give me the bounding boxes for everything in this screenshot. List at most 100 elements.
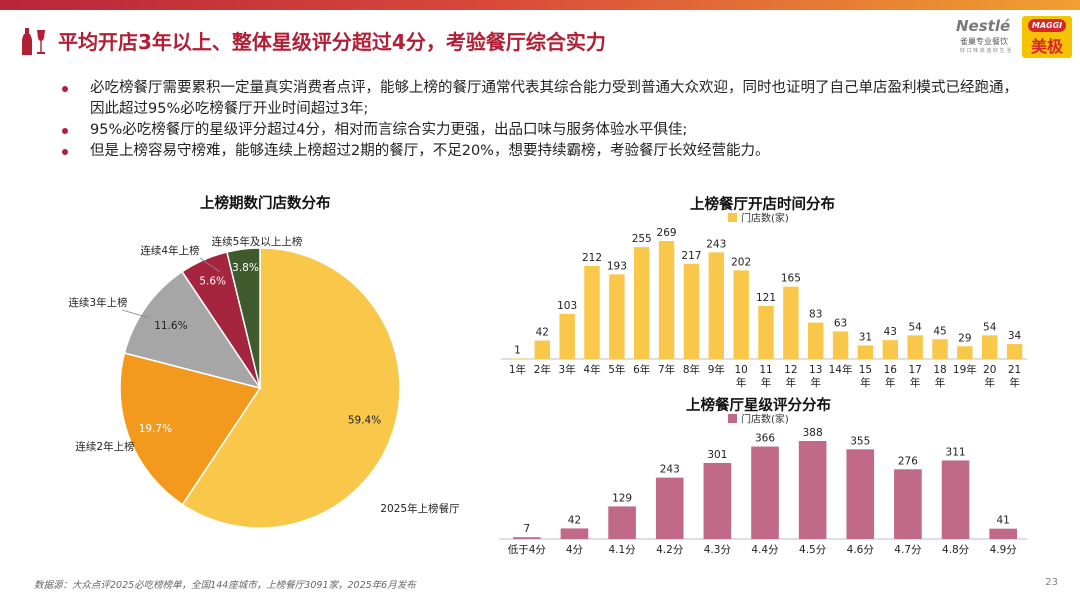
bar bbox=[907, 335, 923, 359]
x-tick-label: 低于4分 bbox=[508, 543, 547, 556]
legend-swatch bbox=[728, 213, 737, 222]
x-tick-label: 4.2分 bbox=[656, 544, 684, 556]
bar bbox=[584, 266, 600, 359]
x-tick-label: 年 bbox=[786, 376, 797, 389]
legend-swatch bbox=[728, 414, 737, 423]
bullet-dot-icon bbox=[62, 149, 68, 155]
x-tick-label: 4.6分 bbox=[847, 544, 875, 556]
x-tick-label: 7年 bbox=[658, 363, 675, 376]
pie-percent-label: 59.4% bbox=[348, 415, 381, 427]
bar-value-label: 193 bbox=[607, 260, 627, 272]
logo-group: Nestlé 雀巢专业餐饮 好 口 味 启 迪 好 生 活 MAGGI 美极 bbox=[956, 16, 1072, 58]
nestle-wordmark: Nestlé bbox=[956, 17, 1011, 35]
bar-value-label: 54 bbox=[908, 321, 922, 333]
legend-label: 门店数(家) bbox=[741, 413, 789, 426]
x-tick-label: 年 bbox=[910, 376, 921, 389]
bullet-text: 但是上榜容易守榜难，能够连续上榜超过2期的餐厅，不足20%，想要持续霸榜，考验餐… bbox=[90, 143, 770, 159]
bar-value-label: 276 bbox=[898, 455, 918, 467]
bar-value-label: 42 bbox=[568, 514, 581, 526]
bullet-item: 必吃榜餐厅需要累积一定量真实消费者点评，能够上榜的餐厅通常代表其综合能力受到普通… bbox=[62, 78, 1022, 120]
x-tick-label: 10 bbox=[734, 364, 747, 376]
opening-years-chart: 门店数(家)11年422年1033年2124年1935年2556年2697年21… bbox=[501, 212, 1027, 389]
x-tick-label: 4.7分 bbox=[894, 544, 922, 556]
bar-value-label: 165 bbox=[781, 273, 801, 285]
rating-chart: 门店数(家) 7 低于4分 42 4分 129 4.1分 243 4.2分 301 4.3分 366 4… bbox=[499, 413, 1027, 556]
x-tick-label: 14年 bbox=[829, 363, 853, 376]
page-number: 23 bbox=[1045, 577, 1058, 588]
bar-value-label: 366 bbox=[755, 433, 775, 445]
bar-value-label: 355 bbox=[850, 435, 870, 447]
bar-value-label: 243 bbox=[706, 238, 726, 250]
x-tick-label: 16 bbox=[884, 364, 898, 376]
maggi-wordmark: MAGGI bbox=[1028, 19, 1066, 32]
source-footnote: 数据源：大众点评2025必吃榜榜单，全国144座城市，上榜餐厅3091家，202… bbox=[34, 580, 416, 591]
x-tick-label: 4年 bbox=[583, 363, 600, 376]
x-tick-label: 6年 bbox=[633, 363, 650, 376]
x-tick-label: 5年 bbox=[608, 363, 625, 376]
bar bbox=[608, 506, 636, 539]
bar-value-label: 243 bbox=[660, 464, 680, 476]
bar-value-label: 7 bbox=[523, 523, 530, 535]
pie-chart-title: 上榜期数门店数分布 bbox=[200, 196, 331, 212]
bar bbox=[655, 477, 684, 539]
bullet-dot-icon bbox=[62, 128, 68, 134]
bar-value-label: 269 bbox=[657, 227, 677, 239]
x-tick-label: 15 bbox=[859, 364, 872, 376]
bar bbox=[513, 537, 541, 539]
bar bbox=[751, 446, 779, 539]
x-tick-label: 17 bbox=[908, 364, 921, 376]
x-tick-label: 13 bbox=[809, 364, 822, 376]
bar-value-label: 31 bbox=[859, 331, 872, 343]
bar-value-label: 212 bbox=[582, 252, 602, 264]
bar-value-label: 311 bbox=[946, 446, 966, 458]
bar bbox=[894, 469, 922, 539]
pie-category-label: 连续5年及以上上榜 bbox=[212, 235, 303, 248]
legend-label: 门店数(家) bbox=[741, 212, 789, 225]
nestle-tagline: 好 口 味 启 迪 好 生 活 bbox=[960, 48, 1012, 54]
bar-value-label: 41 bbox=[996, 515, 1009, 527]
bar-value-label: 255 bbox=[632, 233, 652, 245]
bullet-text: 必吃榜餐厅需要累积一定量真实消费者点评，能够上榜的餐厅通常代表其综合能力受到普通… bbox=[90, 80, 1018, 117]
x-tick-label: 1年 bbox=[509, 363, 526, 376]
x-tick-label: 4.1分 bbox=[608, 544, 636, 556]
x-tick-label: 12 bbox=[784, 364, 797, 376]
pie-chart: 59.4% 19.7% 11.6% 5.6% 3.8% 2025年上榜餐厅 连续2年上榜 连续… bbox=[68, 235, 460, 529]
bar bbox=[534, 340, 550, 359]
nestle-logo: Nestlé 雀巢专业餐饮 好 口 味 启 迪 好 生 活 bbox=[956, 17, 1016, 57]
bar bbox=[1006, 344, 1023, 359]
bullet-dot-icon bbox=[62, 86, 68, 92]
bar bbox=[758, 305, 774, 359]
bar bbox=[846, 449, 875, 539]
bar-value-label: 217 bbox=[681, 250, 701, 262]
pie-percent-label: 3.8% bbox=[232, 262, 259, 274]
bar bbox=[683, 263, 700, 359]
x-tick-label: 年 bbox=[1009, 376, 1020, 389]
pie-category-label: 连续4年上榜 bbox=[140, 244, 199, 257]
bullet-item: 但是上榜容易守榜难，能够连续上榜超过2期的餐厅，不足20%，想要持续霸榜，考验餐… bbox=[62, 141, 1022, 162]
bar bbox=[609, 274, 625, 359]
x-tick-label: 21 bbox=[1008, 364, 1021, 376]
nestle-subtitle: 雀巢专业餐饮 bbox=[960, 37, 1008, 46]
x-tick-label: 18 bbox=[933, 364, 946, 376]
bar bbox=[560, 528, 589, 539]
bar-value-label: 103 bbox=[557, 300, 577, 312]
bar bbox=[808, 322, 824, 359]
bar-value-label: 29 bbox=[958, 332, 971, 344]
bar bbox=[857, 345, 874, 359]
pie-percent-label: 19.7% bbox=[139, 423, 172, 435]
rating-chart-title: 上榜餐厅星级评分分布 bbox=[686, 398, 831, 414]
x-tick-label: 年 bbox=[935, 376, 946, 389]
pie-percent-label: 11.6% bbox=[154, 320, 187, 332]
pie-slice bbox=[119, 352, 262, 506]
x-tick-label: 4.3分 bbox=[704, 544, 732, 556]
bar-value-label: 301 bbox=[707, 449, 727, 461]
x-tick-label: 年 bbox=[885, 376, 896, 389]
bar bbox=[708, 252, 724, 359]
wine-bottle-icon bbox=[22, 28, 45, 55]
bar bbox=[832, 331, 849, 359]
x-tick-label: 4.8分 bbox=[942, 544, 970, 556]
bullet-list: 必吃榜餐厅需要累积一定量真实消费者点评，能够上榜的餐厅通常代表其综合能力受到普通… bbox=[62, 78, 1022, 162]
x-tick-label: 年 bbox=[761, 376, 772, 389]
x-tick-label: 2年 bbox=[534, 363, 551, 376]
bullet-text: 95%必吃榜餐厅的星级评分超过4分，相对而言综合实力更强，出品口味与服务体验水平… bbox=[90, 122, 688, 138]
